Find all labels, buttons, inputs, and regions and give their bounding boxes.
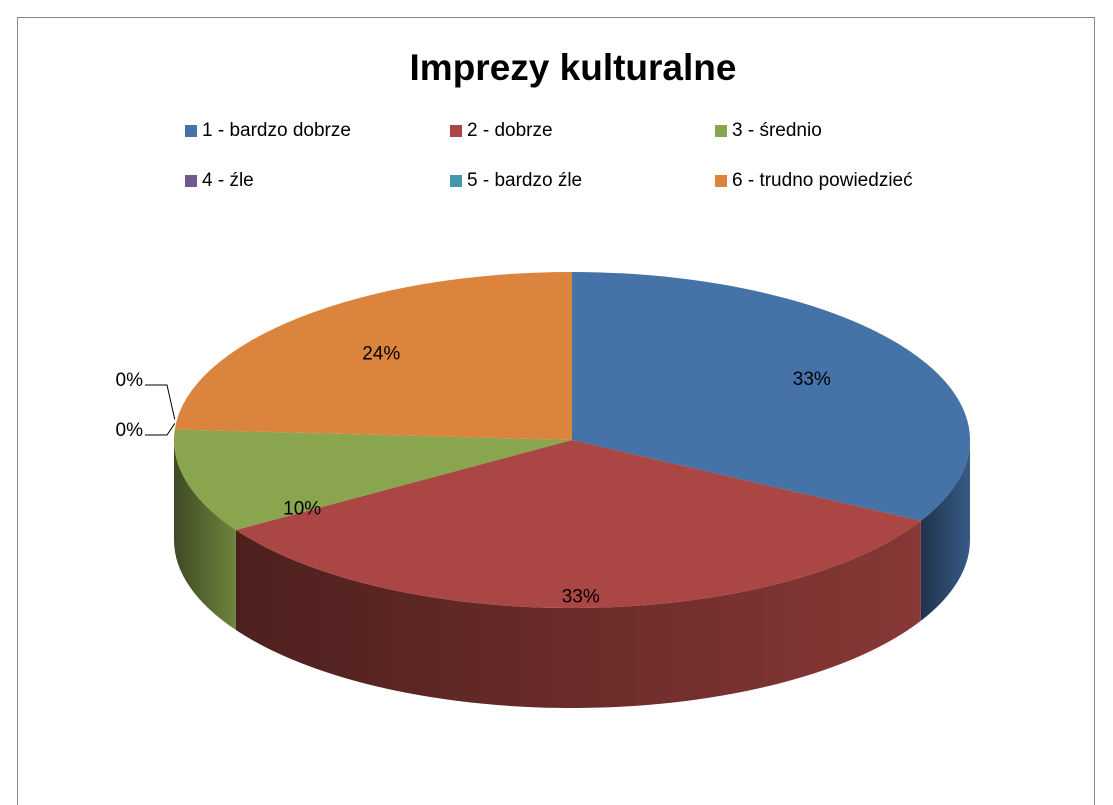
slice-side — [174, 440, 236, 631]
leader-line — [145, 423, 176, 436]
data-label: 10% — [283, 498, 321, 519]
slice — [572, 272, 970, 521]
legend-label: 2 - dobrze — [467, 120, 553, 141]
legend-label: 4 - źle — [202, 170, 254, 191]
legend-swatch — [185, 125, 197, 137]
data-label: 0% — [116, 420, 144, 441]
slice-side — [235, 520, 921, 709]
slice — [174, 429, 572, 531]
legend-swatch — [450, 125, 462, 137]
data-label: 33% — [793, 369, 831, 390]
legend-label: 1 - bardzo dobrze — [202, 120, 351, 141]
data-label: 33% — [562, 587, 600, 608]
slice — [235, 440, 921, 608]
data-label: 24% — [362, 343, 400, 364]
slice-side — [920, 440, 970, 621]
legend-label: 6 - trudno powiedzieć — [732, 170, 913, 191]
legend-swatch — [185, 175, 197, 187]
leader-line — [145, 384, 176, 420]
legend-swatch — [715, 125, 727, 137]
data-label: 0% — [116, 370, 144, 391]
slice — [174, 272, 573, 440]
chart-title: Imprezy kulturalne — [410, 47, 737, 88]
legend-label: 3 - średnio — [732, 120, 822, 141]
legend-swatch — [450, 175, 462, 187]
legend-label: 5 - bardzo źle — [467, 170, 582, 191]
legend-swatch — [715, 175, 727, 187]
